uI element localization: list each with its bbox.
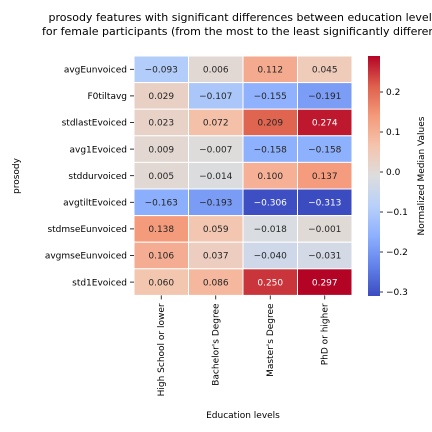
cell-value-label: 0.072 xyxy=(203,119,229,129)
heatmap-cell xyxy=(297,188,353,217)
cell-value-label: 0.209 xyxy=(257,119,283,129)
cell-value-label: 0.037 xyxy=(203,252,229,262)
heatmap-cell xyxy=(297,161,353,190)
heatmap-cell xyxy=(188,55,244,84)
cell-value-label: 0.006 xyxy=(203,66,229,76)
row-label: avg1Evoiced xyxy=(70,145,128,155)
row-label: F0tiltavg xyxy=(87,92,127,102)
x-axis-label: Education levels xyxy=(206,411,280,421)
row-labels: avgEunvoiced F0tiltavg stdlastEvoiced avg1E… xyxy=(45,66,134,288)
heatmap-cell xyxy=(242,241,298,270)
cell-value-label: 0.009 xyxy=(148,145,174,155)
heatmap-cell xyxy=(188,82,244,110)
heatmap-cell xyxy=(188,161,244,190)
heatmap-cell xyxy=(297,108,353,137)
heatmap-cell xyxy=(297,82,353,110)
colorbar-tick-label: −0.3 xyxy=(386,288,408,298)
heatmap-cell xyxy=(297,268,353,296)
cell-value-label: −0.313 xyxy=(308,199,341,209)
colorbar-label: Normalized Median Values xyxy=(417,116,427,235)
cell-value-label: −0.193 xyxy=(199,199,232,209)
cell-value-label: 0.005 xyxy=(148,172,174,182)
cell-value-label: 0.112 xyxy=(257,66,283,76)
cell-value-label: −0.155 xyxy=(254,92,287,102)
heatmap-cells: −0.093 0.006 0.112 0.045 0.029 −0.107 −0.155 −0… xyxy=(133,55,353,296)
cell-value-label: −0.014 xyxy=(199,172,233,182)
row-label: avgtiltEvoiced xyxy=(63,199,127,209)
cell-value-label: −0.191 xyxy=(308,92,341,102)
heatmap-cell xyxy=(133,241,189,270)
colorbar-tick-label: −0.2 xyxy=(386,248,408,258)
cell-value-label: −0.158 xyxy=(308,145,342,155)
column-label: Bachelor's Degree xyxy=(212,303,222,386)
cell-value-label: 0.023 xyxy=(148,119,174,129)
cell-value-label: 0.045 xyxy=(312,66,338,76)
colorbar-tick-label: −0.1 xyxy=(386,208,408,218)
cell-value-label: 0.100 xyxy=(257,172,283,182)
y-axis-label: prosody xyxy=(12,157,22,194)
cell-value-label: 0.138 xyxy=(148,225,174,235)
column-label: Master's Degree xyxy=(266,303,276,377)
row-label: avgEunvoiced xyxy=(64,66,127,76)
cell-value-label: −0.093 xyxy=(145,66,178,76)
cell-value-label: 0.274 xyxy=(312,119,338,129)
heatmap-cell xyxy=(242,161,298,190)
cell-value-label: 0.106 xyxy=(148,252,174,262)
colorbar xyxy=(368,56,380,296)
heatmap-cell xyxy=(297,135,353,163)
column-label: PhD or higher xyxy=(321,303,331,365)
chart-title-line-2: for female participants (from the most t… xyxy=(42,25,432,38)
cell-value-label: −0.306 xyxy=(254,199,288,209)
cell-value-label: −0.040 xyxy=(254,252,288,262)
chart-title-line-1: prosody features with significant differ… xyxy=(49,11,432,24)
cell-value-label: 0.059 xyxy=(203,225,229,235)
heatmap-cell xyxy=(297,215,353,243)
heatmap-cell xyxy=(188,188,244,217)
colorbar-ticks: 0.2 0.1 0.0 −0.1 −0.2 −0.3 xyxy=(380,88,408,298)
colorbar-tick-label: 0.0 xyxy=(386,168,401,178)
heatmap-cell xyxy=(188,135,244,163)
cell-value-label: −0.001 xyxy=(308,225,341,235)
colorbar-tick-label: 0.2 xyxy=(386,88,400,98)
cell-value-label: 0.060 xyxy=(148,278,174,288)
row-label: stdlastEvoiced xyxy=(62,119,127,129)
cell-value-label: −0.007 xyxy=(199,145,232,155)
cell-value-label: −0.158 xyxy=(254,145,288,155)
cell-value-label: 0.137 xyxy=(312,172,338,182)
row-label: avgmseEunvoiced xyxy=(45,252,127,262)
cell-value-label: 0.250 xyxy=(257,278,283,288)
column-label: High School or lower xyxy=(157,303,167,396)
heatmap-cell xyxy=(242,215,298,243)
cell-value-label: −0.031 xyxy=(308,252,341,262)
cell-value-label: −0.018 xyxy=(254,225,288,235)
row-label: stdmseEunvoiced xyxy=(47,225,127,235)
row-label: stddurvoiced xyxy=(68,172,127,182)
colorbar-tick-label: 0.1 xyxy=(386,128,400,138)
heatmap-cell xyxy=(242,188,298,217)
heatmap-cell xyxy=(297,55,353,84)
row-label: std1Evoiced xyxy=(72,278,127,288)
heatmap-cell xyxy=(188,108,244,137)
column-labels: High School or lower Bachelor's Degree Mas… xyxy=(157,295,331,396)
cell-value-label: −0.107 xyxy=(199,92,232,102)
cell-value-label: 0.086 xyxy=(203,278,229,288)
cell-value-label: 0.029 xyxy=(148,92,174,102)
cell-value-label: 0.297 xyxy=(312,278,338,288)
cell-value-label: −0.163 xyxy=(145,199,178,209)
